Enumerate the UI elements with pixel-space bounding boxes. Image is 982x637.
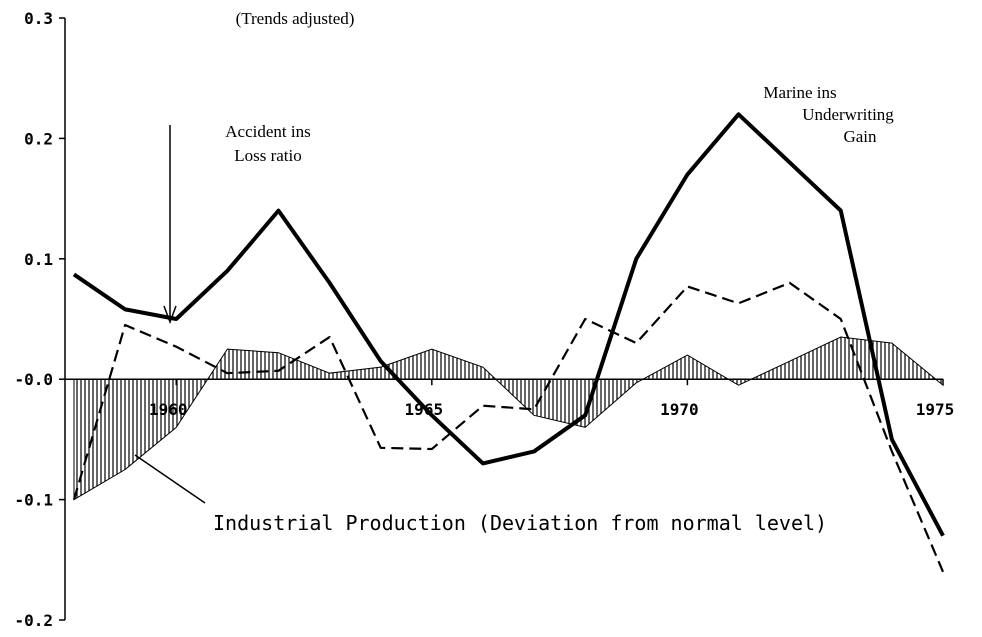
y-tick-label: -0.1 — [14, 491, 53, 510]
annotation: Gain — [843, 127, 877, 146]
y-tick-label: 0.1 — [24, 250, 53, 269]
y-tick-label: 0.3 — [24, 9, 53, 28]
x-tick-label: 1975 — [916, 400, 955, 419]
annotation: Underwriting — [802, 105, 894, 124]
x-tick-label: 1965 — [405, 400, 444, 419]
annotation: (Trends adjusted) — [236, 9, 355, 28]
x-tick-label: 1970 — [660, 400, 699, 419]
x-tick-label: 1960 — [149, 400, 188, 419]
area — [73, 336, 944, 501]
line — [72, 281, 945, 573]
annotation: Accident ins — [225, 122, 310, 141]
annotation: Industrial Production (Deviation from no… — [213, 511, 827, 535]
annotation: Loss ratio — [234, 146, 302, 165]
leader-line — [134, 454, 206, 504]
arrow-head — [163, 305, 177, 325]
y-tick-label: -0.2 — [14, 611, 53, 630]
line — [72, 112, 945, 537]
y-tick-label: -0.0 — [14, 370, 53, 389]
y-tick-label: 0.2 — [24, 129, 53, 148]
annotation: Marine ins — [763, 83, 836, 102]
